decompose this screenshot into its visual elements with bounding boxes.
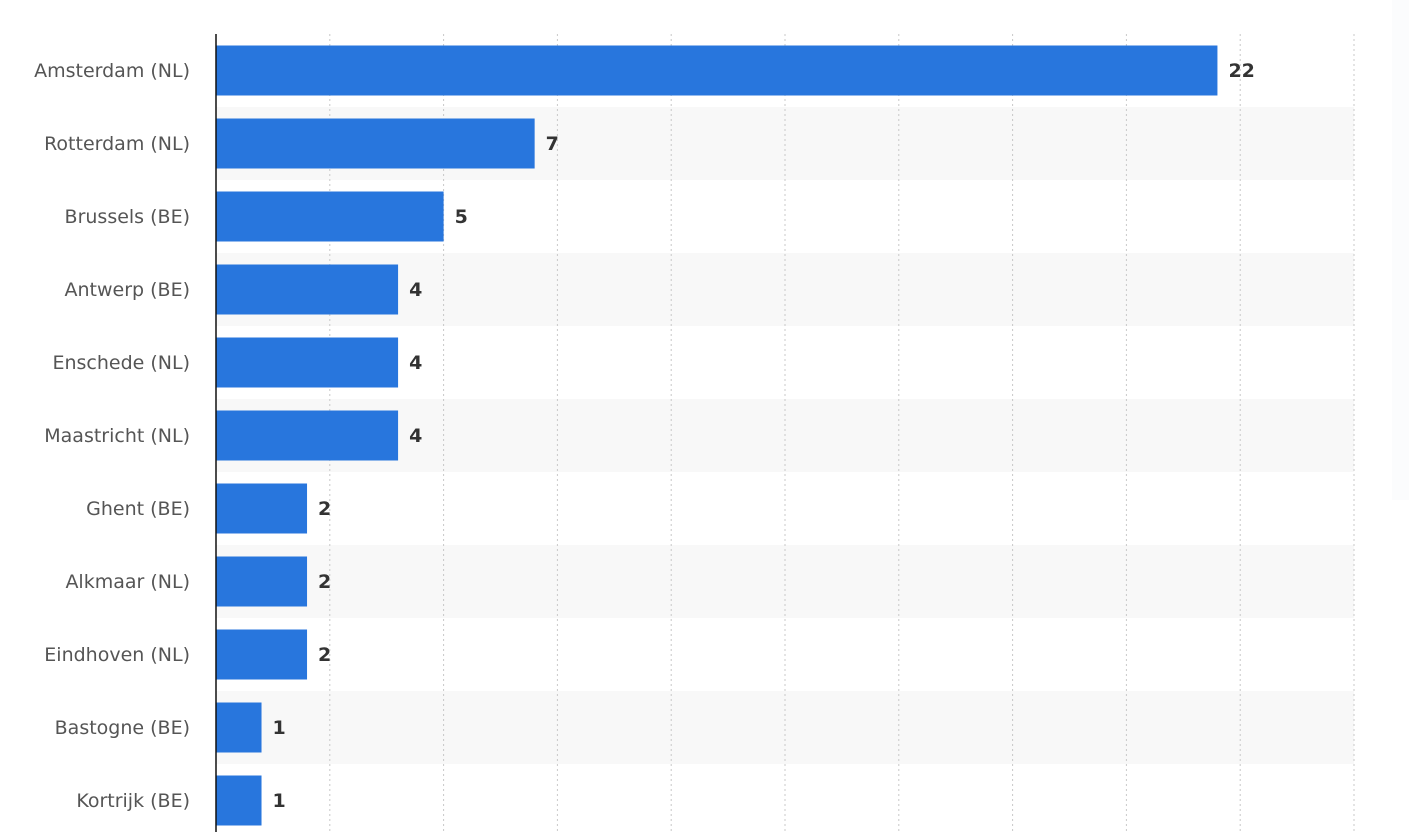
bar xyxy=(216,775,262,826)
value-label: 22 xyxy=(1228,60,1254,82)
bar xyxy=(216,556,308,607)
value-label: 5 xyxy=(455,206,468,228)
y-tick-label: Antwerp (BE) xyxy=(65,279,191,301)
y-tick-label: Rotterdam (NL) xyxy=(44,133,190,155)
value-label: 2 xyxy=(318,498,331,520)
bar xyxy=(216,45,1218,96)
side-panel xyxy=(1392,0,1409,500)
bar xyxy=(216,483,308,534)
y-tick-label: Alkmaar (NL) xyxy=(65,571,190,593)
y-tick-label: Brussels (BE) xyxy=(65,206,190,228)
value-label: 1 xyxy=(273,790,286,812)
bar xyxy=(216,118,535,169)
y-tick-label: Kortrijk (BE) xyxy=(76,790,190,812)
bar xyxy=(216,702,262,753)
value-label: 7 xyxy=(546,133,559,155)
y-tick-label: Bastogne (BE) xyxy=(55,717,190,739)
value-label: 2 xyxy=(318,571,331,593)
value-label: 2 xyxy=(318,644,331,666)
bar xyxy=(216,191,444,242)
value-label: 4 xyxy=(409,279,422,301)
y-tick-label: Eindhoven (NL) xyxy=(44,644,190,666)
bar xyxy=(216,337,399,388)
y-tick-label: Enschede (NL) xyxy=(52,352,190,374)
value-label: 4 xyxy=(409,352,422,374)
value-label: 1 xyxy=(273,717,286,739)
value-label: 4 xyxy=(409,425,422,447)
bar xyxy=(216,264,399,315)
bar xyxy=(216,629,308,680)
row-stripe xyxy=(216,691,1354,764)
y-tick-label: Maastricht (NL) xyxy=(44,425,190,447)
y-tick-label: Amsterdam (NL) xyxy=(34,60,190,82)
y-tick-label: Ghent (BE) xyxy=(86,498,190,520)
bar xyxy=(216,410,399,461)
